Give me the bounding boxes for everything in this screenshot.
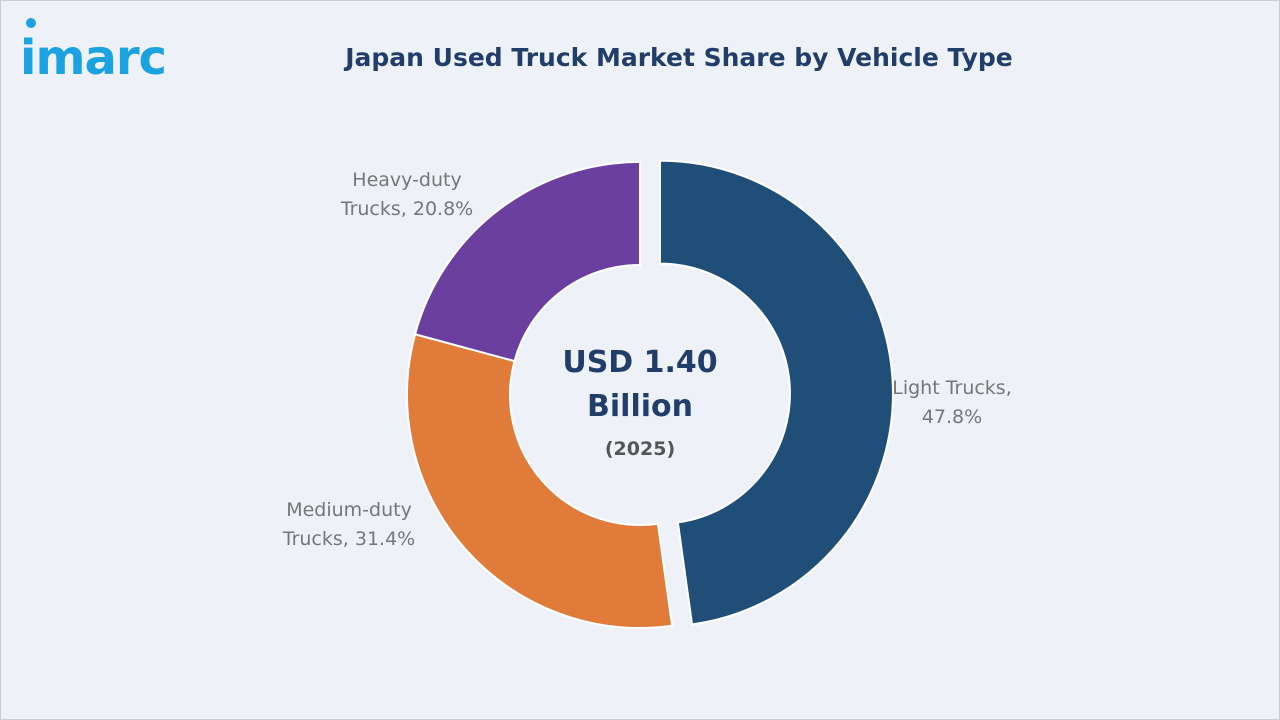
label-light-trucks: Light Trucks, 47.8%	[892, 377, 1012, 428]
center-value-line-1: USD 1.40	[562, 345, 717, 380]
logo-text: imarc	[20, 30, 167, 86]
donut-slices	[406, 159, 894, 629]
imarc-logo: imarc	[18, 12, 218, 82]
slice-light-trucks	[658, 159, 894, 626]
slice-heavy-duty-trucks	[413, 160, 641, 363]
chart-title: Japan Used Truck Market Share by Vehicle…	[345, 43, 1013, 72]
label-line: Medium-duty	[286, 499, 412, 521]
label-line: Trucks, 20.8%	[340, 198, 473, 220]
label-line: 47.8%	[922, 406, 982, 428]
center-year: (2025)	[605, 438, 675, 460]
slice-medium-duty-trucks	[406, 332, 674, 629]
label-line: Light Trucks,	[892, 377, 1012, 399]
logo-dot	[26, 18, 36, 28]
label-medium-duty-trucks: Medium-duty Trucks, 31.4%	[282, 499, 415, 550]
slice-labels: Light Trucks, 47.8% Medium-duty Trucks, 31.…	[282, 169, 1012, 550]
center-value-line-2: Billion	[587, 389, 693, 424]
label-line: Trucks, 31.4%	[282, 528, 415, 550]
label-heavy-duty-trucks: Heavy-duty Trucks, 20.8%	[340, 169, 473, 220]
label-line: Heavy-duty	[352, 169, 461, 191]
